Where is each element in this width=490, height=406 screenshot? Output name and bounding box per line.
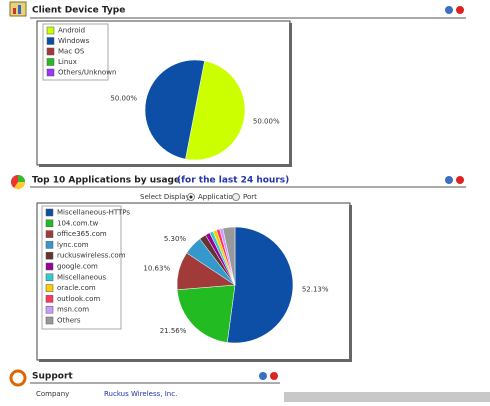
legend-label: outlook.com [57, 295, 100, 303]
legend-label: Miscellaneous-HTTPs [57, 209, 130, 217]
slice-label: 10.63% [143, 264, 170, 272]
legend-label: Windows [58, 37, 90, 45]
radio-dot [189, 195, 193, 199]
frame-shadow [349, 205, 352, 362]
legend-label: Mac OS [58, 48, 85, 56]
legend-swatch [45, 316, 54, 325]
legend-swatch [46, 26, 55, 35]
slice-label: 21.56% [160, 327, 187, 335]
widget-icon [14, 182, 26, 190]
legend-label: Android [58, 27, 85, 35]
legend-label: Miscellaneous [57, 273, 106, 281]
radio-label[interactable]: Application [198, 193, 237, 201]
frame-shadow [39, 164, 292, 167]
slice-label: 52.13% [302, 285, 329, 293]
widget-header: Support [9, 369, 280, 387]
widget-icon [9, 369, 27, 387]
legend-swatch [46, 58, 55, 66]
legend-swatch [45, 284, 54, 292]
legend-label: ruckuswireless.com [57, 252, 126, 260]
legend-label: office365.com [57, 230, 107, 238]
refresh-button[interactable] [259, 372, 267, 380]
scrollbar [284, 392, 490, 402]
legend-swatch [45, 219, 54, 228]
legend-label: lync.com [57, 241, 89, 249]
legend-label: Others [57, 317, 81, 325]
slice-label: 50.00% [253, 117, 280, 125]
pie-slice [185, 60, 246, 161]
refresh-button[interactable] [445, 176, 453, 184]
legend-label: msn.com [57, 306, 89, 314]
legend-swatch [45, 251, 54, 260]
legend-label: Others/Unknown [58, 69, 116, 77]
legend-swatch [46, 68, 55, 77]
legend-box [41, 205, 122, 330]
close-button[interactable] [456, 176, 464, 184]
radio-label[interactable]: Port [243, 193, 257, 201]
slice-label: 5.30% [164, 235, 187, 243]
legend-label: google.com [57, 263, 98, 271]
legend-swatch [45, 295, 54, 303]
close-button[interactable] [456, 6, 464, 14]
legend-swatch [45, 305, 54, 314]
legend-swatch [46, 37, 55, 45]
legend-swatch [45, 241, 54, 249]
legend-swatch [45, 273, 54, 282]
legend-swatch [46, 47, 55, 56]
widget-title: Support [32, 372, 73, 382]
widget-title: Top 10 Applications by usage [32, 176, 180, 186]
legend-label: Linux [58, 58, 77, 66]
refresh-button[interactable] [445, 6, 453, 14]
widget-period: (for the last 24 hours) [177, 176, 289, 186]
pie-slice [226, 226, 294, 344]
widget-header: Top 10 Applications by usage (for the la… [11, 175, 466, 190]
widget-title: Client Device Type [32, 6, 125, 16]
close-button[interactable] [270, 372, 278, 380]
frame-shadow [289, 23, 292, 167]
widget-icon [18, 5, 21, 14]
pie-slice [144, 59, 205, 160]
pie-slice [176, 284, 236, 343]
select-label: Select Display: [140, 193, 191, 201]
legend-swatch [45, 262, 54, 271]
widget-icon [18, 175, 25, 182]
row-link[interactable]: Ruckus Wireless, Inc. [104, 390, 177, 398]
widget-header: Client Device Type [9, 1, 466, 19]
widget-icon [13, 8, 16, 14]
legend-swatch [45, 208, 54, 217]
pie-slice [222, 226, 236, 286]
legend-swatch [45, 230, 54, 238]
frame-shadow [39, 359, 352, 362]
legend-label: oracle.com [57, 284, 96, 292]
radio-port[interactable] [232, 193, 240, 201]
slice-label: 50.00% [110, 95, 137, 103]
legend-label: 104.com.tw [57, 219, 99, 227]
row-label: Company [36, 390, 69, 398]
